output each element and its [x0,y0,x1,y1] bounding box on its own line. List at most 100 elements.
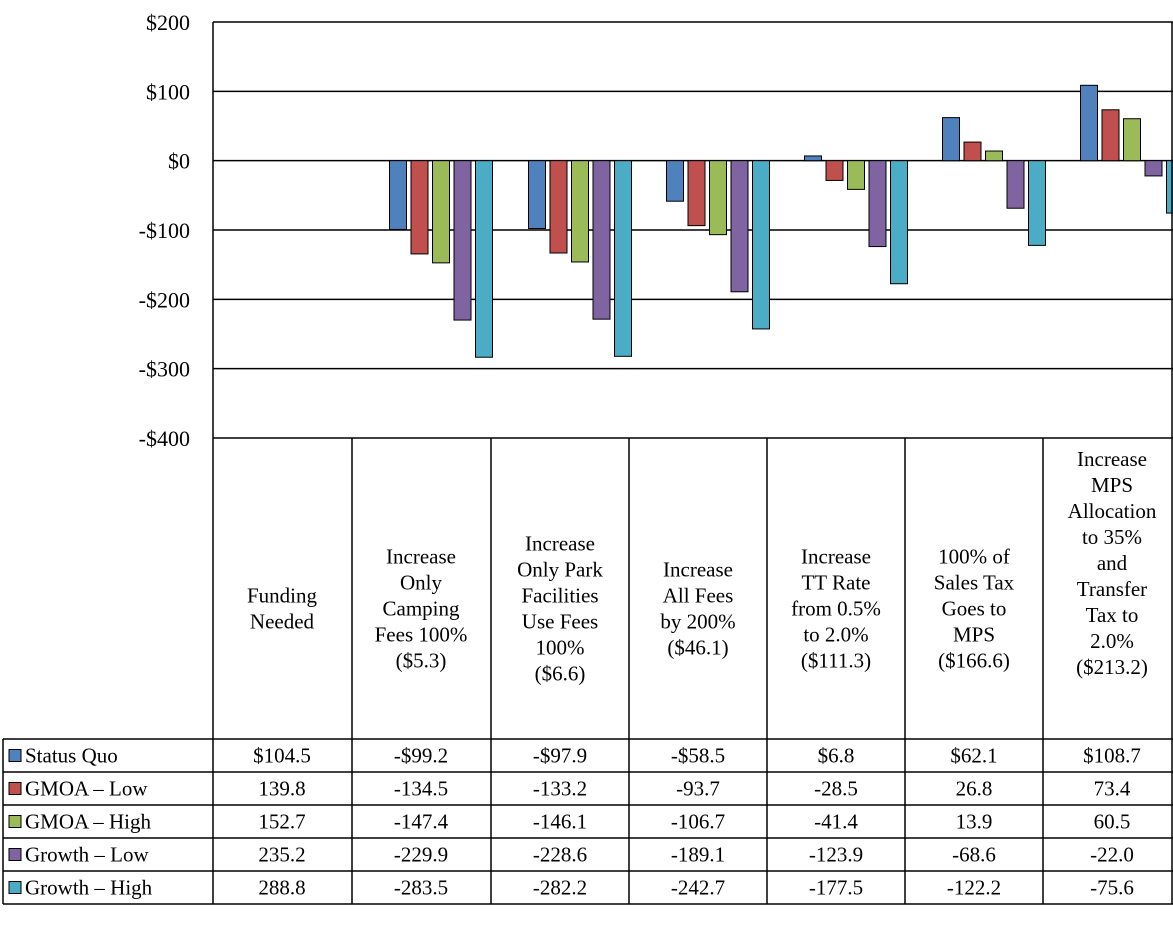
data-label: -41.4 [814,810,858,834]
legend-label: Status Quo [25,744,118,768]
bar [942,117,960,162]
data-label: -123.9 [809,843,863,867]
bar [804,155,822,162]
category-label-line: ($6.6) [535,662,586,686]
category-label-line: All Fees [663,584,734,608]
bar [1123,118,1141,162]
data-label: -146.1 [533,810,587,834]
bar [410,160,429,255]
bar [752,160,770,330]
category-label: Increase Only Park Facilities Use Fees 100%(… [517,532,603,686]
data-label: -122.2 [947,876,1001,900]
category-label-line: MPS [953,623,995,647]
y-axis-tick-labels: $200 $100 $0 -$100 -$200 -$300 -$400 [139,10,190,451]
category-label-line: Increase [525,532,595,556]
data-label: 235.2 [258,843,305,867]
bar [614,160,632,357]
data-label: -93.7 [676,777,720,801]
category-label-line: Funding [247,584,318,608]
legend-label: GMOA – Low [25,777,148,801]
y-tick-label: -$300 [139,357,190,382]
category-label-line: ($213.2) [1076,655,1148,679]
data-label: 152.7 [258,810,305,834]
bar [1028,160,1046,246]
bar [475,160,493,358]
bar [1101,109,1120,162]
data-table: $104.5 -$99.2 -$97.9 -$58.5 $6.8 $62.1 $108.7 1… [2,438,1173,905]
y-tick-label: $100 [146,79,190,104]
category-label-line: Allocation [1068,499,1157,523]
category-label-line: by 200% [660,610,735,634]
category-label-line: 2.0% [1090,629,1134,653]
bar [730,160,749,293]
bar [1080,84,1098,162]
data-label: $104.5 [253,744,311,768]
data-label: -106.7 [671,810,725,834]
bar [571,160,589,263]
y-tick-label: -$100 [139,218,190,243]
bars [389,84,1173,358]
category-label-line: to 2.0% [803,623,868,647]
bar [847,160,865,190]
data-label: -228.6 [533,843,587,867]
bar [963,141,982,162]
data-label: -134.5 [394,777,448,801]
category-label-line: Camping [383,597,460,621]
category-label-line: MPS [1091,473,1133,497]
bar [1144,160,1163,177]
y-tick-label: -$200 [139,287,190,312]
data-label: -177.5 [809,876,863,900]
category-label-line: ($5.3) [396,649,447,673]
bar [666,160,684,202]
category-label-line: TT Rate [801,571,870,595]
category-label: Increase TT Rate from 0.5% to 2.0% ($111.3) [791,545,881,673]
data-label: 60.5 [1094,810,1131,834]
bar [549,160,568,254]
category-label-line: ($166.6) [938,649,1010,673]
bar [1006,160,1025,209]
category-label-line: Fees 100% [375,623,468,647]
legend-swatch [8,782,22,795]
data-label: $62.1 [950,744,997,768]
data-label: -242.7 [671,876,725,900]
bar [592,160,611,320]
data-label: -$99.2 [394,744,448,768]
category-label-line: Sales Tax [934,571,1015,595]
category-label: Increase MPS Allocation to 35% and Transfer Ta… [1068,447,1157,679]
legend-swatch [8,881,22,894]
category-label-line: Goes to [942,597,1007,621]
legend-label: Growth – High [25,876,153,900]
data-label: $6.8 [818,744,855,768]
category-label-line: ($46.1) [667,636,728,660]
data-label: $108.7 [1083,744,1141,768]
category-label-line: and [1097,551,1128,575]
bar [868,160,887,248]
data-label: -189.1 [671,843,725,867]
legend-swatch [8,848,22,861]
axes [212,22,1173,438]
category-label: Increase Only Camping Fees 100% ($5.3) [375,545,468,673]
bar [389,160,407,230]
category-label-line: 100% of [938,545,1010,569]
data-label: -68.6 [952,843,996,867]
legend-label: Growth – Low [25,843,149,867]
category-label-line: from 0.5% [791,597,881,621]
category-label-line: 100% [536,636,585,660]
bar [432,160,450,264]
bar [687,160,706,227]
category-label: Increase All Fees by 200% ($46.1) [660,558,735,660]
data-label: -28.5 [814,777,858,801]
data-label: -$58.5 [671,744,725,768]
bar [825,160,844,181]
category-label-line: Increase [663,558,733,582]
category-label-line: Only Park [517,558,603,582]
legend-swatch [8,815,22,828]
category-label-line: Facilities [522,584,599,608]
category-label-line: Increase [801,545,871,569]
bar [709,160,727,236]
bar [890,160,908,285]
category-label-line: Increase [1077,447,1147,471]
data-label: 13.9 [956,810,993,834]
data-label: 288.8 [258,876,305,900]
